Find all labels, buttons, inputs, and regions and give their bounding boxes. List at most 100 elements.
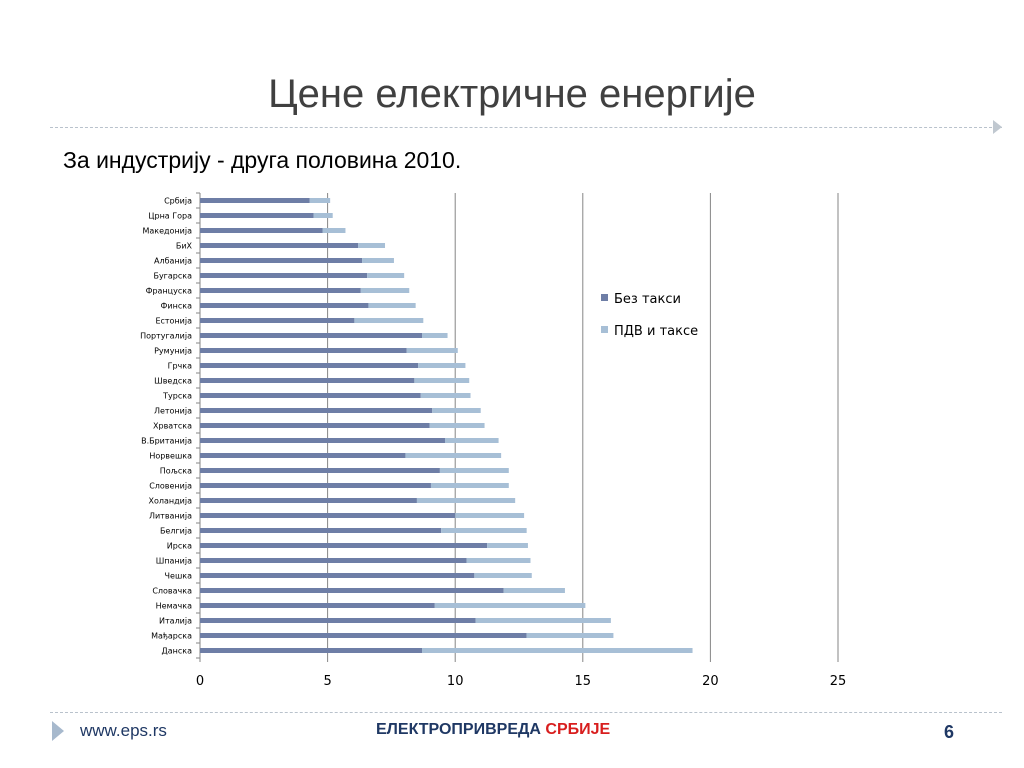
y-tick-label: Грчка (168, 362, 193, 371)
y-tick-label: Летонија (154, 407, 192, 416)
bar-segment-taxes (367, 273, 405, 278)
brand-part2: СРБИЈЕ (545, 721, 611, 738)
y-tick-label: Словенија (149, 482, 192, 491)
bar-segment-taxes (309, 198, 331, 203)
y-tick-label: В.Британија (141, 437, 192, 446)
bar-segment-base (200, 288, 361, 293)
bar-segment-taxes (414, 378, 470, 383)
y-tick-label: Румунија (154, 347, 192, 356)
bar-segment-base (200, 543, 488, 548)
bar-segment-taxes (429, 423, 485, 428)
bar-segment-taxes (526, 633, 614, 638)
bar-segment-taxes (358, 243, 386, 248)
bar-segment-base (200, 588, 504, 593)
bar-segment-base (200, 468, 440, 473)
bar-segment-base (200, 423, 430, 428)
title-divider (50, 127, 1002, 128)
bar-segment-base (200, 348, 407, 353)
y-tick-label: Хрватска (153, 422, 192, 431)
y-tick-label: Италија (159, 617, 192, 626)
y-tick-label: Македонија (142, 227, 192, 236)
bar-segment-taxes (430, 483, 509, 488)
y-tick-label: Бугарска (153, 272, 192, 281)
bar-segment-taxes (474, 573, 532, 578)
y-tick-label: БиХ (176, 242, 193, 251)
y-tick-label: Словачка (152, 587, 192, 596)
legend-label: ПДВ и таксе (614, 324, 698, 339)
y-tick-label: Естонија (155, 317, 192, 326)
bar-segment-taxes (418, 363, 466, 368)
bar-segment-taxes (503, 588, 565, 593)
footer-brand: ЕЛЕКТРОПРИВРЕДА СРБИЈЕ (376, 721, 610, 739)
bar-segment-base (200, 483, 431, 488)
y-tick-label: Шведска (154, 377, 192, 386)
bar-segment-taxes (487, 543, 528, 548)
bar-segment-base (200, 513, 456, 518)
bar-segment-base (200, 363, 419, 368)
y-tick-label: Белгија (160, 527, 192, 536)
bar-segment-base (200, 393, 421, 398)
bar-segment-base (200, 558, 467, 563)
slide-title: Цене електричне енергије (268, 72, 756, 116)
x-tick-label: 15 (575, 674, 592, 689)
legend-swatch (601, 294, 608, 301)
x-tick-label: 5 (323, 674, 331, 689)
y-tick-label: Чешка (165, 572, 193, 581)
bar-chart: 0 5 10 15 20 25 Србија Црна Гора Македонија БиХ Ал… (140, 192, 847, 689)
bar-segment-base (200, 498, 417, 503)
y-tick-label: Шпанија (156, 557, 192, 566)
bar-segment-base (200, 213, 314, 218)
y-tick-label: Пољска (160, 467, 192, 476)
footer-url[interactable]: www.eps.rs (80, 721, 167, 740)
y-tick-label: Португалија (140, 332, 192, 341)
bar-segment-base (200, 528, 442, 533)
bar-segment-base (200, 198, 310, 203)
y-tick-label: Француска (146, 287, 193, 296)
bar-segment-base (200, 228, 323, 233)
bar-segment-taxes (455, 513, 525, 518)
bar-segment-taxes (434, 603, 586, 608)
bar-segment-taxes (444, 438, 499, 443)
legend-label: Без такси (614, 292, 681, 307)
bar-segment-base (200, 318, 355, 323)
bar-segment-taxes (354, 318, 424, 323)
bar-segment-base (200, 453, 406, 458)
x-tick-label: 20 (702, 674, 719, 689)
bar-segment-taxes (406, 348, 458, 353)
y-tick-label: Холандија (149, 497, 193, 506)
y-tick-label: Немачка (156, 602, 192, 611)
bar-segment-taxes (405, 453, 502, 458)
bar-segment-base (200, 618, 476, 623)
y-tick-label: Данска (161, 647, 192, 656)
bar-segment-taxes (422, 648, 693, 653)
y-tick-label: Турска (162, 392, 192, 401)
bar-segment-taxes (416, 498, 516, 503)
bar-segment-taxes (432, 408, 481, 413)
bar-segment-base (200, 408, 433, 413)
bar-segment-base (200, 648, 423, 653)
bar-segment-taxes (466, 558, 531, 563)
bar-segment-base (200, 603, 435, 608)
footer-arrow-icon (52, 721, 64, 741)
x-tick-label: 25 (830, 674, 847, 689)
bar-segment-taxes (475, 618, 611, 623)
bar-segment-taxes (368, 303, 416, 308)
bar-segment-base (200, 303, 369, 308)
y-tick-label: Србија (164, 197, 192, 206)
bar-segment-taxes (422, 333, 448, 338)
bar-segment-taxes (439, 468, 509, 473)
bar-segment-base (200, 378, 415, 383)
bar-segment-base (200, 243, 359, 248)
bar-segment-taxes (420, 393, 471, 398)
bar-segment-base (200, 438, 445, 443)
bar-segment-base (200, 573, 475, 578)
y-tick-label: Мађарска (151, 632, 192, 641)
x-tick-label: 0 (196, 674, 204, 689)
bar-segment-taxes (441, 528, 527, 533)
page-number: 6 (944, 722, 955, 742)
slide-subtitle: За индустрију - друга половина 2010. (63, 147, 462, 173)
legend-swatch (601, 326, 608, 333)
y-tick-label: Литванија (149, 512, 192, 521)
bar-segment-taxes (362, 258, 394, 263)
bar-segment-base (200, 273, 368, 278)
